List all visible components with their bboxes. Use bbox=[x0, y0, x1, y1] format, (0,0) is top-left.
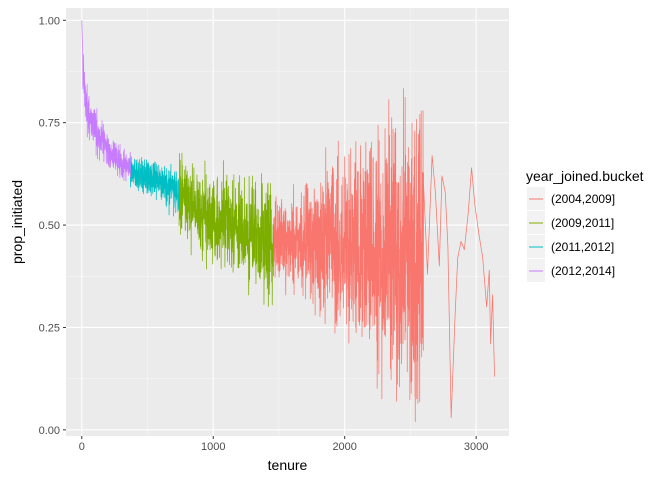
series-line-4 bbox=[81, 20, 131, 182]
y-tick-label: 0.75 bbox=[39, 118, 60, 130]
legend: year_joined.bucket (2004,2009] (2009,2011… bbox=[526, 168, 644, 282]
x-tick-label: 2000 bbox=[332, 441, 356, 453]
series-line-2 bbox=[178, 152, 275, 307]
y-tick-label: 0.00 bbox=[39, 425, 60, 437]
x-tick-label: 1000 bbox=[201, 441, 225, 453]
x-tick-label: 0 bbox=[79, 441, 85, 453]
series-layer bbox=[81, 20, 495, 423]
legend-label: (2011,2012] bbox=[551, 240, 614, 254]
legend-label: (2004,2009] bbox=[551, 192, 615, 206]
y-tick-label: 0.25 bbox=[39, 322, 60, 334]
series-line-1 bbox=[273, 88, 495, 423]
x-tick-label: 3000 bbox=[464, 441, 488, 453]
x-axis-ticks: 0 1000 2000 3000 bbox=[79, 436, 488, 453]
series-line-3 bbox=[130, 156, 180, 217]
y-axis-title: prop_initiated bbox=[9, 180, 25, 264]
x-axis-title: tenure bbox=[268, 457, 308, 473]
y-tick-label: 0.50 bbox=[39, 220, 60, 232]
legend-label: (2012,2014] bbox=[551, 264, 615, 278]
legend-label: (2009,2011] bbox=[551, 216, 614, 230]
y-tick-label: 1.00 bbox=[39, 15, 60, 27]
legend-title: year_joined.bucket bbox=[526, 168, 644, 184]
y-axis-ticks: 0.00 0.25 0.50 0.75 1.00 bbox=[39, 15, 66, 437]
